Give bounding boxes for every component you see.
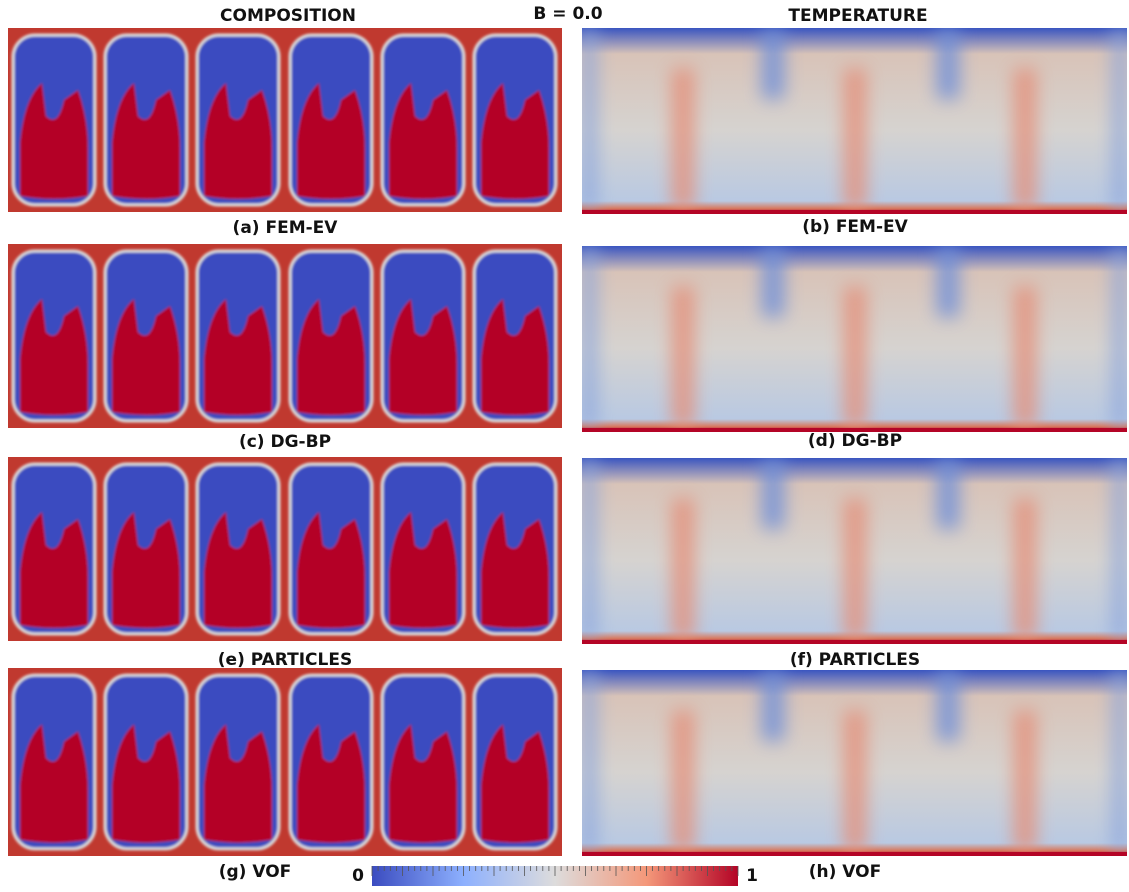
temperature-panel xyxy=(582,670,1127,856)
panel-label: (f) PARTICLES xyxy=(790,650,920,670)
composition-panel xyxy=(8,668,562,856)
panel-label: (b) FEM-EV xyxy=(802,217,908,237)
panel-label: (h) VOF xyxy=(809,862,881,882)
composition-panel xyxy=(8,244,562,428)
temperature-panel xyxy=(582,458,1127,644)
panel-label: (g) VOF xyxy=(219,862,292,882)
composition-panel xyxy=(8,457,562,641)
colorbar-label: 1 xyxy=(746,866,758,886)
colorbar-label: 0 xyxy=(352,866,364,886)
panel-label: (d) DG-BP xyxy=(808,431,902,451)
temperature-panel xyxy=(582,28,1127,214)
colorbar xyxy=(371,866,739,886)
temperature-panel xyxy=(582,246,1127,432)
panel-label: (a) FEM-EV xyxy=(233,218,339,238)
composition-panel xyxy=(8,28,562,212)
column-title: COMPOSITION xyxy=(220,6,356,26)
figure-parameter: B = 0.0 xyxy=(533,4,602,24)
panel-label: (c) DG-BP xyxy=(239,432,331,452)
column-title: TEMPERATURE xyxy=(788,6,927,26)
panel-label: (e) PARTICLES xyxy=(218,650,352,670)
